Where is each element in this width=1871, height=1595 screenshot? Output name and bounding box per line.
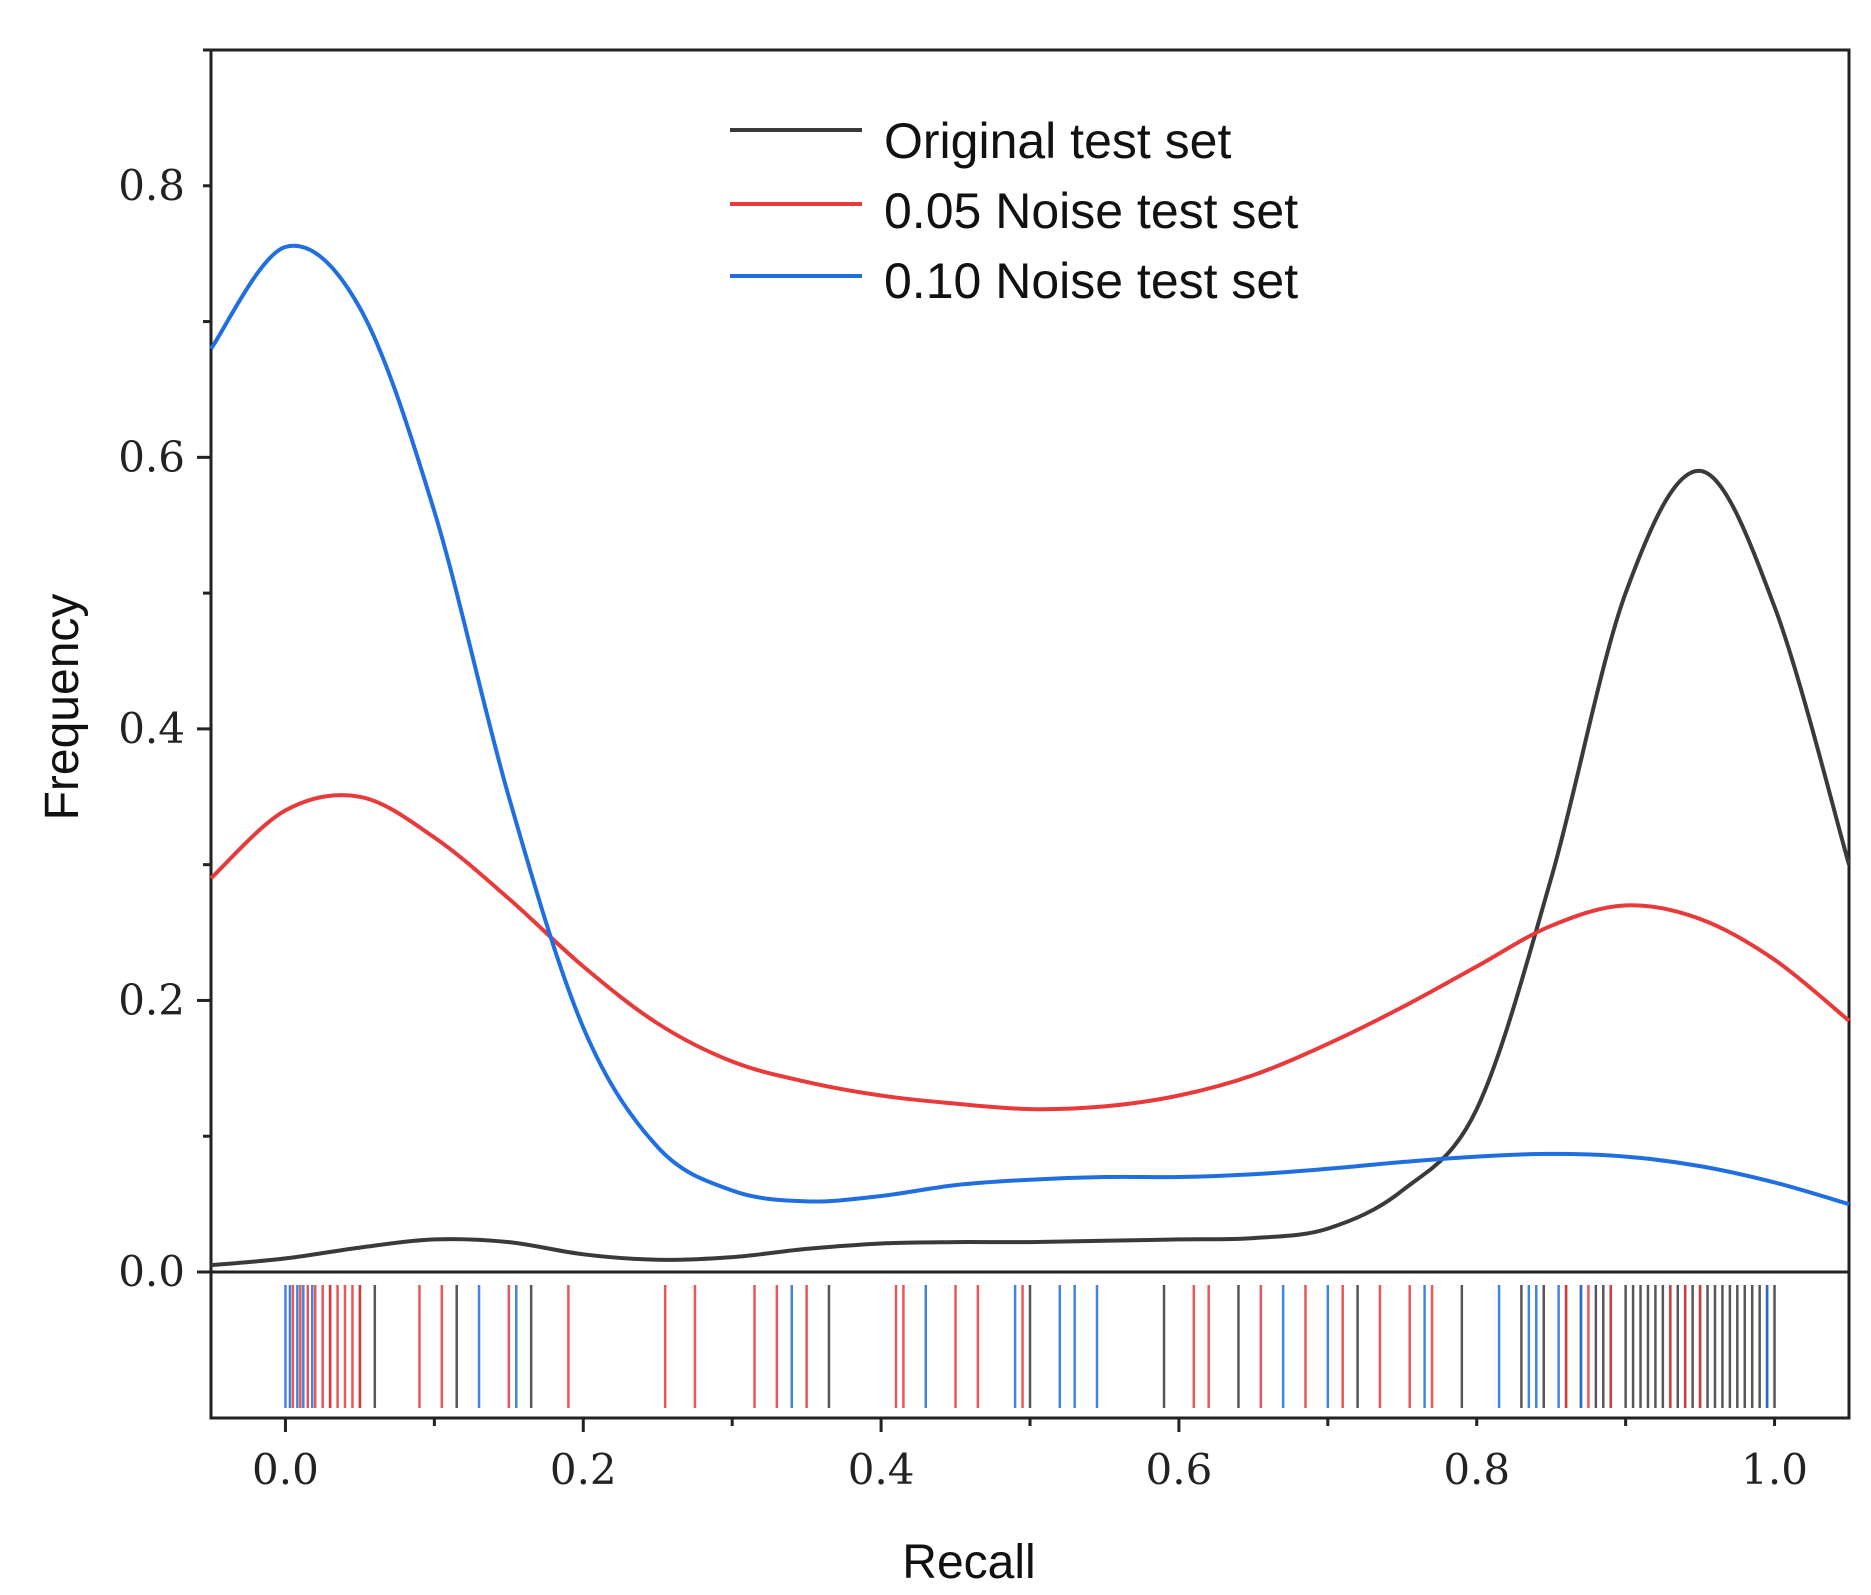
- y-tick-label: 0.6: [118, 432, 185, 481]
- series-original: [210, 468, 1851, 1268]
- x-tick-label: 0.6: [1146, 1445, 1213, 1494]
- y-axis-title: Frequency: [36, 594, 89, 821]
- x-tick-label: 0.2: [550, 1445, 617, 1494]
- series-layer: [209, 243, 1851, 1268]
- series-noise-010: [209, 243, 1850, 1207]
- legend-label-original: Original test set: [884, 113, 1231, 169]
- rug-layer: [284, 1285, 1776, 1408]
- y-tick-label: 0.4: [118, 704, 185, 753]
- legend: Original test set 0.05 Noise test set 0.…: [730, 113, 1298, 309]
- y-axis: 0.0 0.2 0.4 0.6 0.8: [118, 48, 211, 1296]
- legend-label-noise-005: 0.05 Noise test set: [884, 183, 1298, 239]
- x-axis: 0.0 0.2 0.4 0.6 0.8 1.0: [252, 1418, 1808, 1494]
- series-noise-005: [209, 793, 1851, 1112]
- y-tick-label: 0.0: [118, 1247, 185, 1296]
- x-axis-title: Recall: [902, 1536, 1035, 1589]
- x-tick-label: 1.0: [1741, 1445, 1808, 1494]
- x-tick-label: 0.0: [252, 1445, 319, 1494]
- x-tick-label: 0.8: [1443, 1445, 1510, 1494]
- x-tick-label: 0.4: [848, 1445, 915, 1494]
- y-tick-label: 0.2: [118, 975, 185, 1024]
- legend-label-noise-010: 0.10 Noise test set: [884, 253, 1298, 309]
- y-tick-label: 0.8: [118, 161, 185, 210]
